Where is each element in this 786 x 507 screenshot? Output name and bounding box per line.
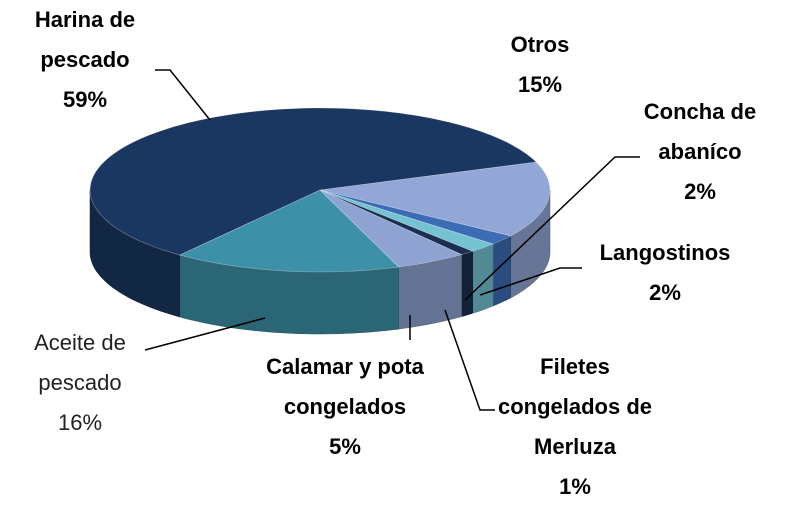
slice (319, 161, 551, 237)
slice-label: Harina de pescado 59% (0, 0, 170, 120)
slice-side (472, 243, 494, 314)
slice-label: Calamar y pota congelados 5% (260, 347, 430, 467)
category-label: Concha de abaníco (643, 99, 757, 164)
slice-label: Aceite de pescado 16% (0, 323, 160, 443)
leader-line (144, 317, 266, 351)
leader-line (444, 309, 495, 411)
value-label: 1% (559, 474, 591, 499)
value-label: 2% (649, 280, 681, 305)
leader-line (464, 156, 640, 301)
value-label: 5% (329, 434, 361, 459)
slice (319, 189, 463, 268)
slice-label: Otros 15% (480, 25, 600, 105)
value-label: 59% (62, 87, 108, 112)
slice (178, 189, 400, 273)
slice-side (89, 189, 180, 318)
slice-side (461, 250, 473, 317)
category-label: Aceite de pescado (34, 330, 126, 395)
category-label: Langostinos (599, 240, 731, 265)
slice-label: Concha de abaníco 2% (615, 92, 785, 212)
slice (89, 107, 537, 256)
category-label: Otros (510, 32, 570, 57)
leader-line (155, 69, 211, 121)
pie (89, 107, 551, 335)
slice-label: Filetes congelados de Merluza 1% (490, 347, 660, 507)
category-label: Calamar y pota congelados (266, 354, 424, 419)
value-label: 2% (684, 179, 716, 204)
leader-line (479, 267, 582, 296)
slice-label: Langostinos 2% (575, 233, 755, 313)
category-label: Harina de pescado (34, 7, 136, 72)
value-label: 16% (57, 410, 103, 435)
value-label: 15% (517, 72, 563, 97)
category-label: Filetes congelados de Merluza (497, 354, 653, 459)
